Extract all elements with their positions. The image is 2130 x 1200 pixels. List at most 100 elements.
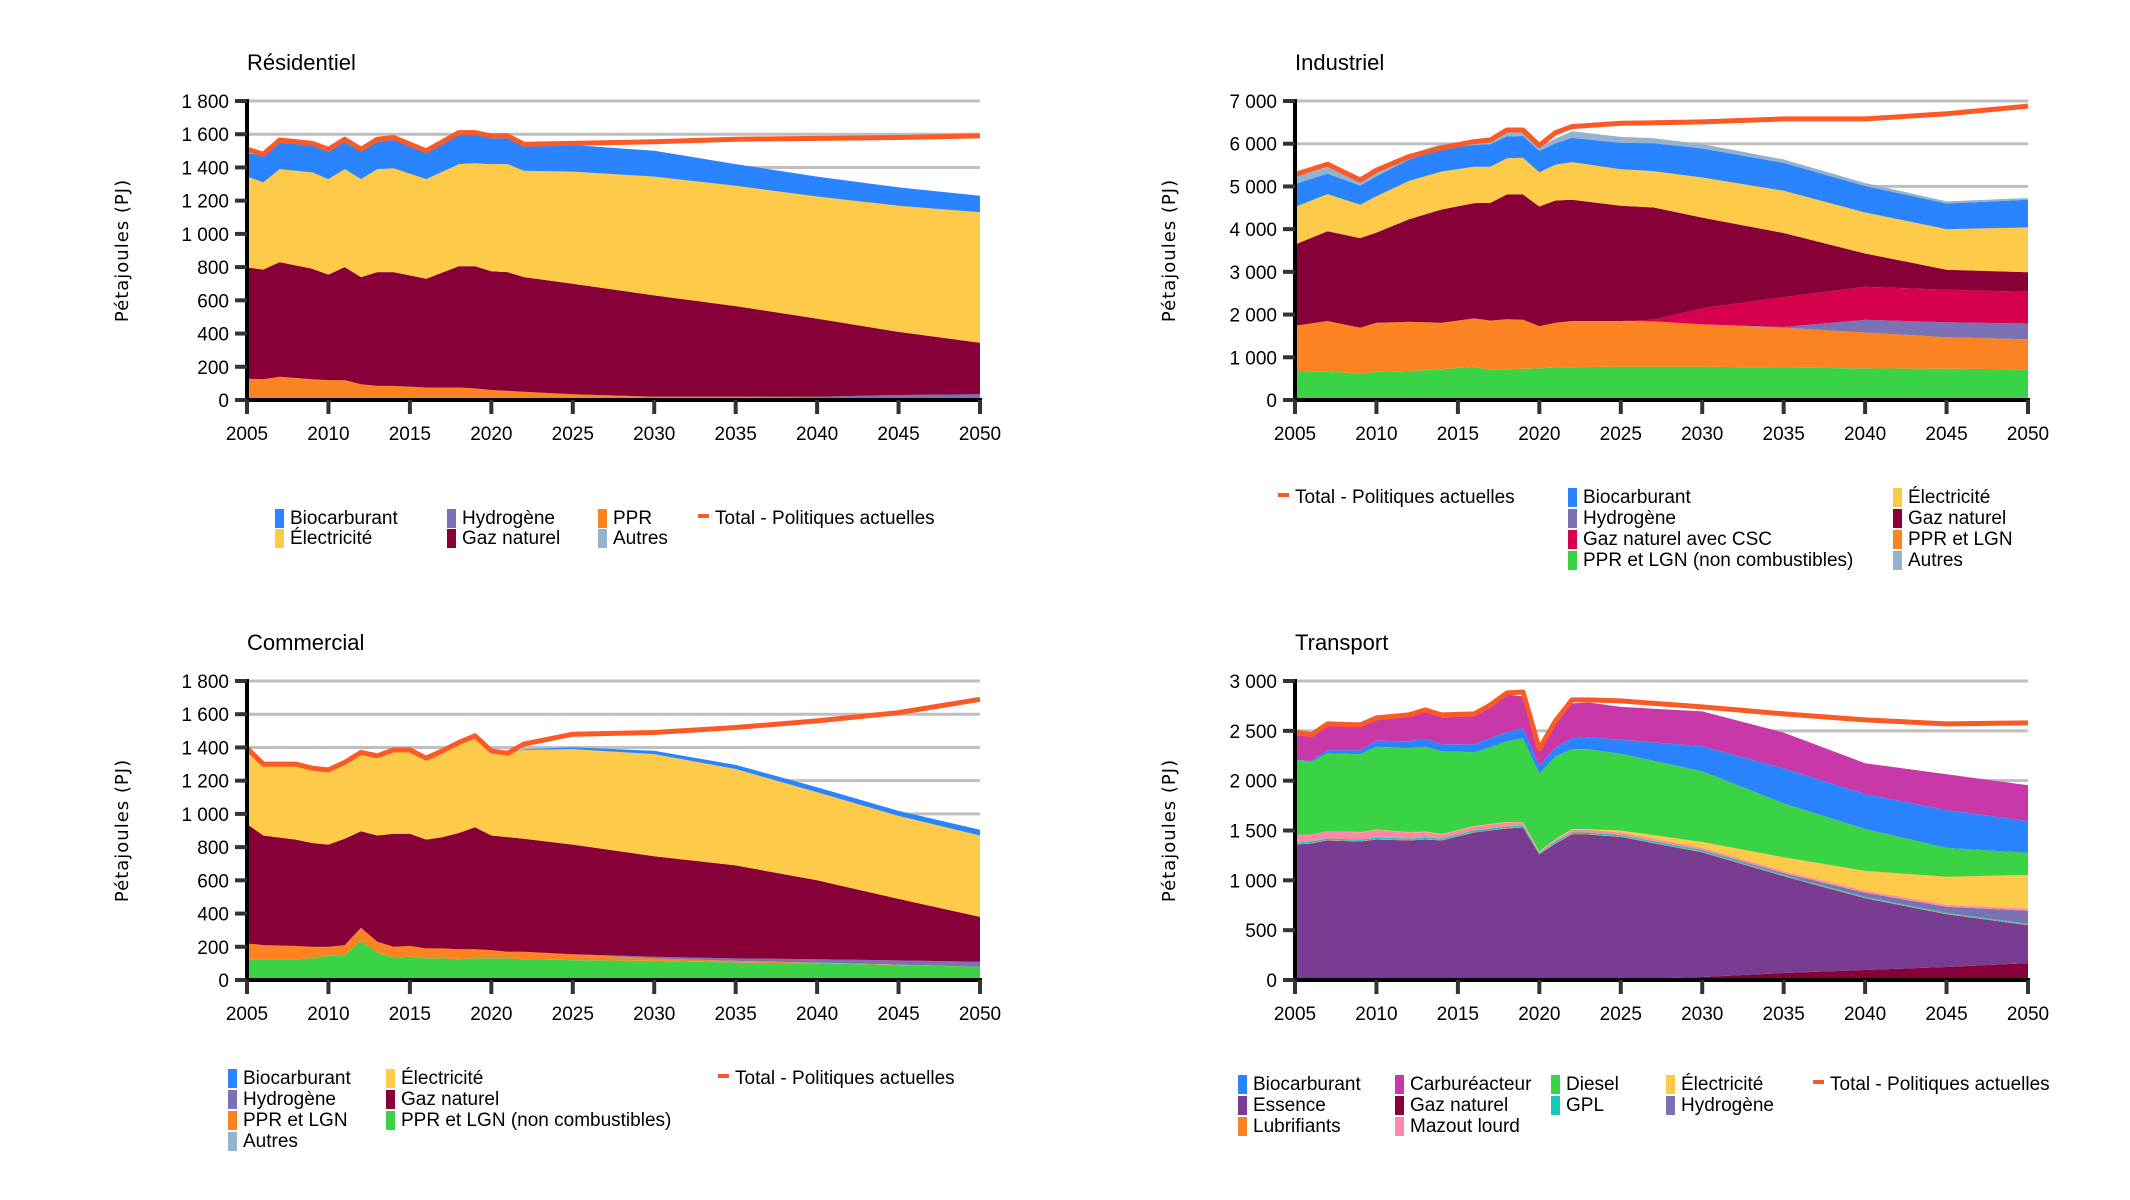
area-gaz-naturel (247, 262, 980, 397)
legend-label: Gaz naturel avec CSC (1583, 529, 1773, 550)
area-ppr-et-lgn (1295, 318, 2028, 374)
x-tick-label: 2030 (1681, 1004, 1723, 1025)
legend-item-essence: Essence (1238, 1095, 1326, 1116)
legend-color-swatch (1893, 530, 1902, 549)
legend-line-swatch (718, 1073, 729, 1078)
legend-item-total-politiques-actuelles: Total - Politiques actuelles (698, 508, 935, 529)
legend-item-autres: Autres (1893, 550, 1963, 571)
legend-label: Essence (1253, 1095, 1326, 1116)
legend-label: Mazout lourd (1410, 1116, 1520, 1137)
legend-item-lubrifiants: Lubrifiants (1238, 1116, 1341, 1137)
x-tick-label: 2035 (715, 1004, 757, 1025)
legend-color-swatch (386, 1090, 395, 1109)
y-tick-label: 800 (197, 838, 229, 859)
legend-item-hydrogene: Hydrogène (228, 1089, 336, 1110)
y-tick-label: 5 000 (1229, 177, 1277, 198)
chart-panel-transport: Transport 0 500 1 000 1 500 2 000 2 500 3 000 20… (1050, 580, 2115, 1180)
legend-item-hydrogene: Hydrogène (1568, 508, 1676, 529)
legend-color-swatch (1568, 509, 1577, 528)
line-total-politiques-actuelles (246, 130, 981, 157)
x-tick-label: 2005 (226, 1004, 268, 1025)
area-diesel (1295, 738, 2028, 877)
legend-label: PPR et LGN (non combustibles) (401, 1110, 672, 1131)
legend-item-gaz-naturel: Gaz naturel (447, 528, 560, 549)
y-tick-label: 3 000 (1229, 672, 1277, 693)
legend-label: Carburéacteur (1410, 1074, 1532, 1095)
x-tick-label: 2025 (552, 424, 594, 445)
x-tick-label: 2005 (1274, 424, 1316, 445)
legend-item-biocarburant: Biocarburant (1238, 1074, 1361, 1095)
x-tick-label: 2010 (1355, 1004, 1397, 1025)
legend-label: Électricité (1681, 1074, 1764, 1095)
x-tick-label: 2045 (877, 424, 919, 445)
legend-label: Total - Politiques actuelles (1830, 1074, 2050, 1095)
y-axis-label: Pétajoules (PJ) (112, 179, 133, 322)
legend-color-swatch (228, 1111, 237, 1130)
legend-item-total-politiques-actuelles: Total - Politiques actuelles (718, 1068, 955, 1089)
y-tick-label: 1 000 (181, 805, 229, 826)
chart-panel-commercial: Commercial 0 200 400 600 800 1 000 1 200 1 400 1 … (0, 580, 1065, 1180)
x-tick-label: 2015 (389, 1004, 431, 1025)
x-tick-label: 2035 (715, 424, 757, 445)
y-tick-label: 400 (197, 325, 229, 346)
x-tick-label: 2010 (1355, 424, 1397, 445)
legend-color-swatch (1893, 488, 1902, 507)
legend-color-swatch (598, 529, 607, 548)
area-essence (1295, 827, 2028, 980)
area-gpl (1295, 825, 2028, 925)
legend-color-swatch (1238, 1075, 1247, 1094)
area-gaz-naturel (247, 823, 980, 962)
legend-color-swatch (1395, 1096, 1404, 1115)
x-tick-label: 2020 (1518, 1004, 1560, 1025)
area-biocarburant (1295, 136, 2028, 230)
y-tick-label: 800 (197, 258, 229, 279)
legend-label: Biocarburant (243, 1068, 351, 1089)
x-tick-label: 2050 (959, 1004, 1001, 1025)
y-tick-label: 0 (218, 971, 229, 992)
legend-label: Hydrogène (1681, 1095, 1774, 1116)
area-ppr-et-lgn-non-combustibles (1295, 366, 2028, 400)
x-tick-label: 2015 (389, 424, 431, 445)
chart-transport: Transport 0 500 1 000 1 500 2 000 2 500 3 000 20… (1159, 630, 2049, 1025)
legend-label: Gaz naturel (401, 1089, 500, 1110)
x-tick-label: 2025 (552, 1004, 594, 1025)
legend-color-swatch (1551, 1075, 1560, 1094)
legend-color-swatch (598, 509, 607, 528)
y-tick-label: 0 (1266, 391, 1277, 412)
legend-label: Électricité (1908, 487, 1991, 508)
legend-color-swatch (447, 509, 456, 528)
legend-color-swatch (1238, 1117, 1247, 1136)
x-tick-label: 2050 (959, 424, 1001, 445)
area-electricite (1295, 822, 2028, 909)
area-electricite (247, 733, 980, 917)
legend-line-swatch (698, 513, 709, 518)
legend-color-swatch (1893, 509, 1902, 528)
legend-color-swatch (1568, 488, 1577, 507)
chart-title: Transport (1295, 630, 1388, 655)
legend-label: Gaz naturel (462, 528, 561, 549)
legend-item-gaz-naturel-avec-csc: Gaz naturel avec CSC (1568, 529, 1772, 550)
y-tick-label: 1 800 (181, 672, 229, 693)
y-tick-label: 600 (197, 291, 229, 312)
y-axis-label: Pétajoules (PJ) (112, 759, 133, 902)
y-tick-label: 3 000 (1229, 263, 1277, 284)
legend-item-electricite: Électricité (386, 1068, 483, 1089)
x-tick-label: 2045 (877, 1004, 919, 1025)
y-tick-label: 4 000 (1229, 220, 1277, 241)
legend-color-swatch (1893, 551, 1902, 570)
x-tick-label: 2045 (1925, 1004, 1967, 1025)
y-tick-label: 1 600 (181, 125, 229, 146)
legend-color-swatch (275, 509, 284, 528)
x-tick-label: 2005 (226, 424, 268, 445)
legend-label: PPR et LGN (non combustibles) (1583, 550, 1854, 571)
chart-panel-industriel: Industriel 0 1 000 2 000 3 000 4 000 5 000 6 00… (1050, 0, 2115, 600)
legend-label: Électricité (290, 528, 373, 549)
x-tick-label: 2050 (2007, 424, 2049, 445)
legend-color-swatch (1238, 1096, 1247, 1115)
x-tick-label: 2040 (1844, 424, 1886, 445)
legend-item-ppr: PPR (598, 508, 652, 529)
x-tick-label: 2035 (1763, 1004, 1805, 1025)
x-tick-label: 2040 (1844, 1004, 1886, 1025)
legend-label: GPL (1566, 1095, 1605, 1116)
x-tick-label: 2050 (2007, 1004, 2049, 1025)
